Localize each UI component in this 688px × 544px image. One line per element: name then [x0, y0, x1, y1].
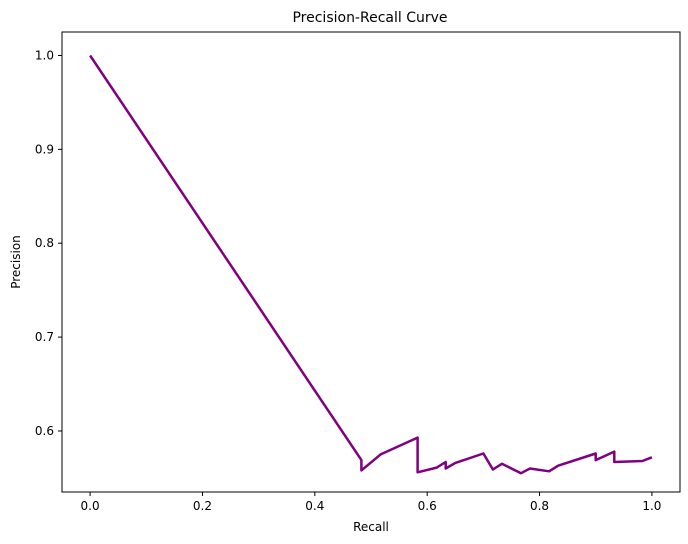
y-tick-label: 0.6	[35, 424, 54, 438]
y-axis-label: Precision	[9, 235, 23, 289]
pr-curve-line	[89, 54, 653, 475]
y-tick-label: 0.9	[35, 142, 54, 156]
y-tick-label: 1.0	[35, 48, 54, 62]
x-tick-label: 0.2	[193, 499, 212, 513]
plot-frame	[61, 31, 681, 493]
axis-ticks: 0.0 0.2 0.4 0.6 0.8 1.0 0.6 0.7 0.8 0.9 1.0	[35, 48, 662, 513]
y-tick-label: 0.8	[35, 236, 54, 250]
x-tick-label: 0.8	[530, 499, 549, 513]
y-tick-label: 0.7	[35, 330, 54, 344]
x-axis-label: Recall	[353, 520, 389, 534]
x-tick-label: 1.0	[642, 499, 661, 513]
x-tick-label: 0.0	[81, 499, 100, 513]
x-tick-label: 0.4	[305, 499, 324, 513]
chart-title: Precision-Recall Curve	[292, 10, 447, 26]
x-tick-label: 0.6	[418, 499, 437, 513]
